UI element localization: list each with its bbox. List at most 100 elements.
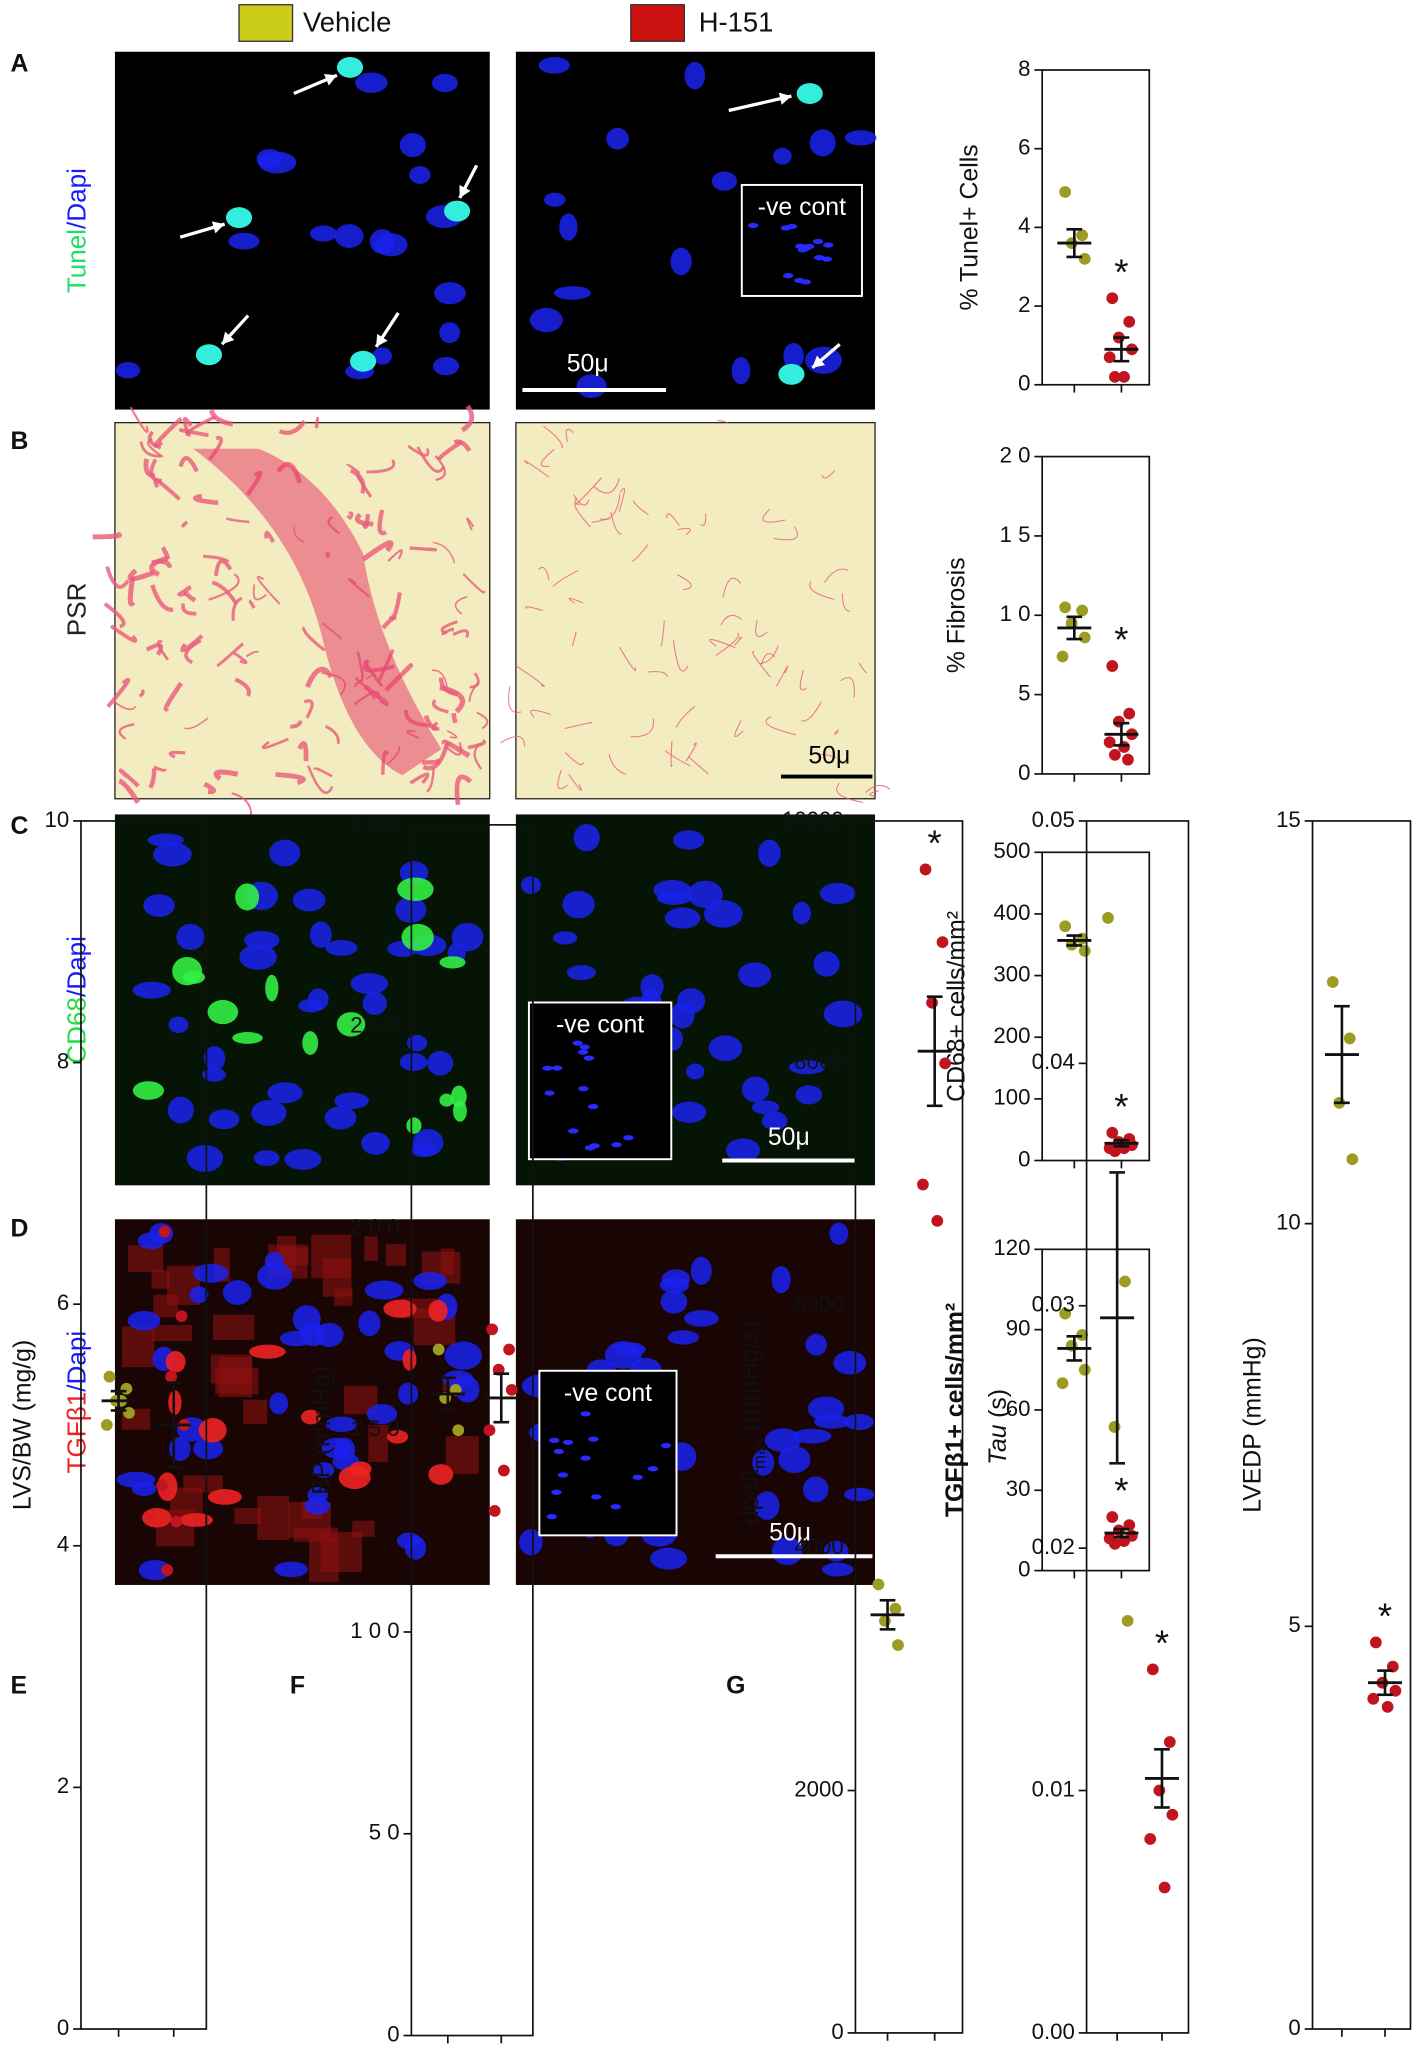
fiber xyxy=(466,517,475,531)
data-point xyxy=(1059,920,1072,933)
nucleus xyxy=(664,907,701,929)
data-point xyxy=(1106,1511,1119,1523)
fiber xyxy=(434,454,446,481)
nucleus xyxy=(672,1101,707,1123)
y-axis-label-part: % Tunel+ Cells xyxy=(956,144,983,310)
nucleus xyxy=(758,839,781,867)
nucleus xyxy=(439,322,461,344)
fiber xyxy=(631,544,649,562)
fiber xyxy=(261,737,289,750)
fiber xyxy=(153,416,183,448)
nucleus xyxy=(228,232,260,250)
nucleus xyxy=(795,1085,823,1105)
inset-nucleus xyxy=(544,1090,555,1096)
y-tick-label: 0.03 xyxy=(1032,1292,1075,1317)
fiber xyxy=(762,508,786,523)
y-axis-label: Tau (s) xyxy=(985,1389,1012,1465)
fiber xyxy=(670,741,673,767)
stain-patch xyxy=(364,1236,378,1261)
plot-frame xyxy=(1311,820,1412,2030)
fiber xyxy=(865,784,891,793)
nucleus xyxy=(208,1109,240,1130)
scale-bar-label: 50μ xyxy=(768,1124,810,1151)
data-point xyxy=(1059,186,1072,198)
y-tick-label: 2 0 0 xyxy=(350,1214,399,1239)
inset-label: -ve cont xyxy=(564,1380,652,1407)
fiber xyxy=(672,640,689,672)
fiber xyxy=(840,677,855,698)
data-point xyxy=(1326,976,1339,988)
nucleus xyxy=(813,951,840,977)
data-point xyxy=(1109,1537,1121,1550)
nucleus xyxy=(752,1449,775,1476)
stain-label-part: /Dapi xyxy=(61,936,91,997)
stained-cell xyxy=(142,1507,172,1528)
fiber xyxy=(105,566,130,589)
nucleus xyxy=(409,166,431,184)
fiber xyxy=(127,568,155,582)
stain-label-part: CD68 xyxy=(61,997,91,1064)
fiber xyxy=(431,721,440,731)
data-point xyxy=(879,1614,891,1627)
y-tick-label: 5 xyxy=(1018,680,1030,705)
nucleus xyxy=(844,130,877,146)
y-axis-label: % Tunel+ Cells xyxy=(956,144,983,310)
fiber xyxy=(203,554,230,563)
stained-cell xyxy=(336,1012,366,1037)
fiber xyxy=(366,459,396,474)
nucleus xyxy=(822,1562,854,1577)
fiber xyxy=(664,750,691,767)
nucleus xyxy=(752,1100,780,1115)
arrow-head xyxy=(211,221,225,234)
fiber xyxy=(139,441,161,458)
stain-patch xyxy=(243,1399,268,1424)
inset-nucleus xyxy=(623,1135,634,1141)
stain-patch xyxy=(151,1269,170,1289)
nucleus xyxy=(792,901,811,925)
fiber xyxy=(213,769,239,781)
y-axis-label-part: BP (mmHg) xyxy=(308,1366,335,1495)
inset-nucleus xyxy=(552,1065,563,1071)
inset-nucleus xyxy=(647,1466,659,1472)
nucleus xyxy=(203,1046,226,1071)
nucleus xyxy=(576,374,607,398)
data-point xyxy=(1123,707,1136,720)
fiber xyxy=(103,602,126,629)
nucleus xyxy=(147,833,184,847)
nucleus xyxy=(731,357,751,385)
y-tick-label: 60 xyxy=(1006,1396,1031,1421)
fiber xyxy=(675,705,696,728)
data-point xyxy=(1112,715,1125,728)
fiber xyxy=(451,712,458,724)
fiber xyxy=(809,580,835,600)
stained-cell xyxy=(406,1117,422,1134)
inset-nucleus xyxy=(577,1049,589,1055)
fiber xyxy=(525,606,543,612)
stained-cell xyxy=(198,1418,227,1443)
fiber xyxy=(208,573,240,601)
nucleus xyxy=(284,1148,322,1170)
y-tick-label: 6 xyxy=(57,1290,69,1315)
y-tick-label: 400 xyxy=(993,900,1030,925)
inset-nucleus xyxy=(578,1086,589,1092)
stained-cell xyxy=(132,1081,165,1100)
nucleus xyxy=(399,1052,428,1071)
inset-nucleus xyxy=(611,1142,622,1148)
significance-star: * xyxy=(1114,619,1128,660)
nucleus xyxy=(703,900,743,928)
stain-patch xyxy=(212,1314,255,1340)
stain-patch xyxy=(385,1243,406,1266)
nucleus xyxy=(455,1376,480,1403)
fiber xyxy=(858,662,867,674)
inset-nucleus xyxy=(551,1489,562,1495)
stain-patch xyxy=(128,1245,164,1272)
tunel-cell xyxy=(778,363,805,385)
tunel-cell xyxy=(195,344,223,366)
fiber xyxy=(801,701,822,722)
fiber xyxy=(177,589,187,597)
nucleus xyxy=(325,1416,358,1432)
stained-cell xyxy=(402,1349,417,1371)
nucleus xyxy=(334,1092,369,1110)
stained-cell xyxy=(302,1031,319,1055)
stained-cell xyxy=(397,877,434,902)
